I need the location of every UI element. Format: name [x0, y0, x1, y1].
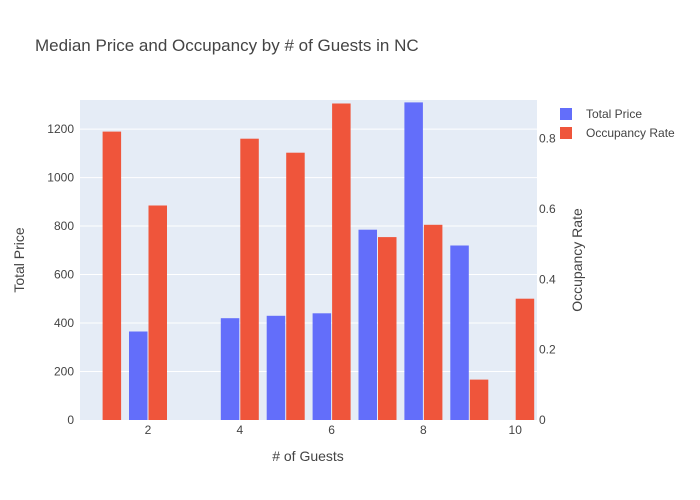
bar[interactable]: [266, 315, 286, 420]
y2-tick-label: 0.8: [539, 132, 556, 146]
x-tick-label: 10: [509, 423, 523, 437]
y2-tick-label: 0: [539, 413, 546, 427]
bar[interactable]: [148, 205, 168, 421]
y-tick-label: 0: [67, 413, 74, 427]
x-tick-label: 6: [328, 423, 335, 437]
y2-tick-label: 0.4: [539, 272, 556, 286]
y-tick-label: 600: [54, 268, 74, 282]
legend-label[interactable]: Occupancy Rate: [586, 126, 675, 140]
y-axis-title: Total Price: [11, 227, 27, 293]
bar[interactable]: [332, 103, 351, 421]
y-axis-ticks: 0 200 400 600 800 1000 1200: [47, 122, 74, 427]
bar[interactable]: [423, 224, 443, 420]
bar[interactable]: [358, 229, 378, 420]
bar[interactable]: [129, 331, 148, 421]
legend[interactable]: Total Price Occupancy Rate: [560, 107, 675, 140]
y-tick-label: 1200: [47, 122, 74, 136]
bar[interactable]: [404, 102, 423, 421]
bar[interactable]: [240, 138, 259, 420]
y2-axis-ticks: 0 0.2 0.4 0.6 0.8: [539, 132, 556, 427]
y-tick-label: 1000: [47, 171, 74, 185]
bar[interactable]: [469, 379, 489, 420]
bar[interactable]: [220, 318, 240, 420]
x-tick-label: 4: [236, 423, 243, 437]
y2-axis-title: Occupancy Rate: [569, 208, 585, 312]
y-tick-label: 200: [54, 365, 74, 379]
x-tick-label: 2: [145, 423, 152, 437]
bar[interactable]: [450, 245, 469, 421]
x-axis-title: # of Guests: [272, 448, 344, 464]
bar[interactable]: [286, 152, 305, 420]
legend-label[interactable]: Total Price: [586, 107, 642, 121]
x-axis-ticks: 2 4 6 8 10: [145, 423, 523, 437]
bar[interactable]: [102, 131, 122, 420]
bar[interactable]: [378, 237, 397, 420]
y2-tick-label: 0.6: [539, 202, 556, 216]
legend-swatch[interactable]: [560, 127, 572, 139]
bar[interactable]: [312, 313, 332, 420]
bar[interactable]: [515, 298, 535, 420]
legend-swatch[interactable]: [560, 108, 572, 120]
chart-title: Median Price and Occupancy by # of Guest…: [35, 36, 419, 55]
bars: [102, 102, 535, 421]
y2-tick-label: 0.2: [539, 343, 556, 357]
y-tick-label: 800: [54, 219, 74, 233]
x-tick-label: 8: [420, 423, 427, 437]
y-tick-label: 400: [54, 316, 74, 330]
